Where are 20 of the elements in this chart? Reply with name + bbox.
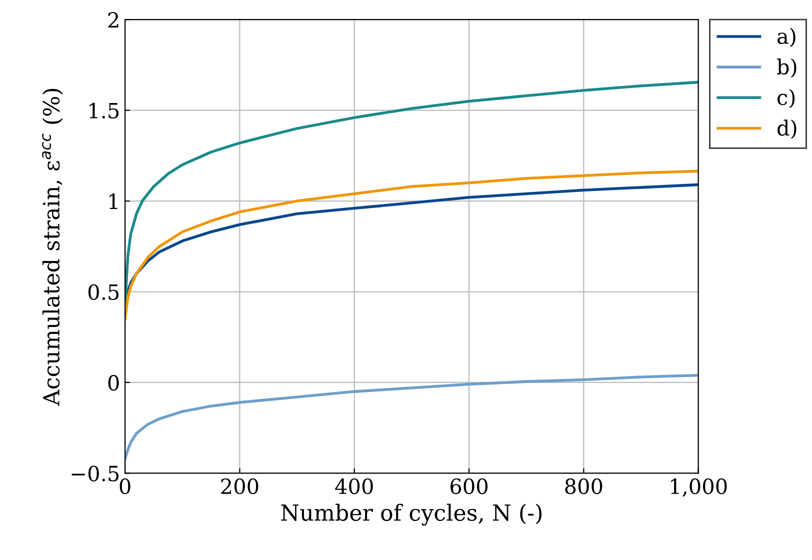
- x-tick-label: 600: [450, 478, 488, 494]
- legend-label: d): [777, 120, 796, 139]
- y-tick-label: 1.5: [90, 102, 119, 119]
- y-tick-label: 2: [108, 12, 118, 28]
- line-series: [125, 374, 698, 460]
- y-axis-title: Accumulated strain, ε$^{acc}$ (%): [42, 88, 63, 406]
- y-tick-label: 0.5: [88, 284, 119, 300]
- x-tick-label: 200: [221, 478, 258, 494]
- x-tick-label: 1,000: [671, 478, 727, 497]
- legend-label: a): [777, 28, 796, 48]
- y-tick-label: 1: [109, 193, 118, 209]
- x-tick-label: 400: [335, 478, 373, 494]
- line-series: [125, 170, 698, 320]
- legend-label: b): [777, 58, 796, 78]
- y-tick-label: −0.5: [72, 466, 119, 482]
- legend-label: c): [777, 89, 795, 108]
- x-tick-label: 800: [565, 478, 602, 494]
- x-tick-label: 0: [120, 478, 130, 494]
- y-tick-label: 0: [108, 374, 119, 391]
- x-axis-title: Number of cycles, N (-): [281, 504, 542, 526]
